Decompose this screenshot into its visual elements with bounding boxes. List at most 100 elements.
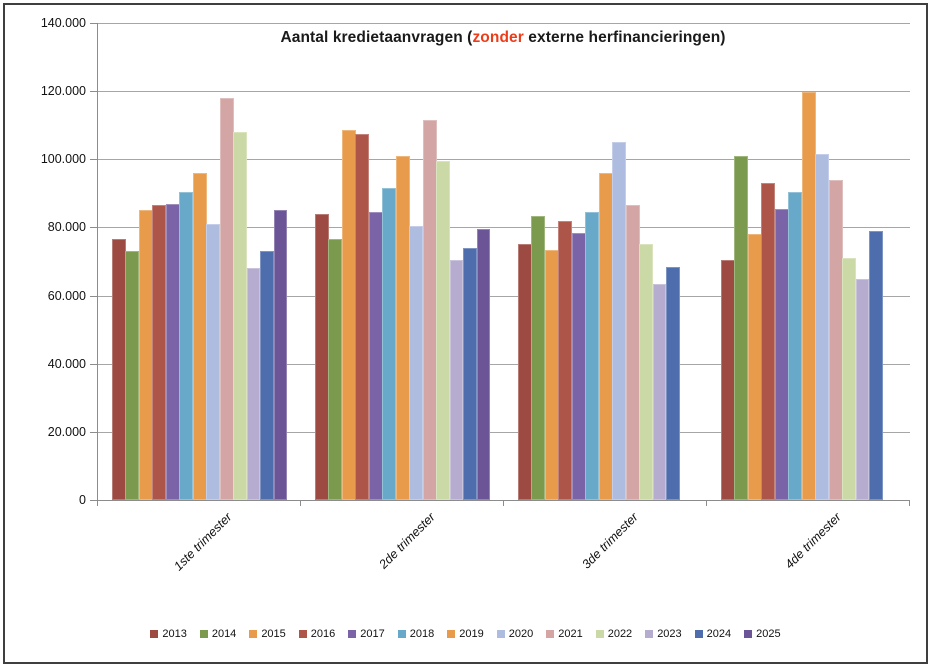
bar-2022-3de-trimester (639, 244, 653, 500)
gridline-20.000 (98, 431, 910, 433)
chart-title-suffix: externe herfinancieringen) (523, 29, 726, 46)
bar-2015-1ste-trimester (138, 210, 153, 500)
x-axis-tick (706, 501, 707, 506)
bar-2015-4de-trimester (747, 234, 762, 500)
gridline-60.000 (98, 295, 910, 297)
bar-2014-3de-trimester (531, 215, 546, 500)
bar-2021-4de-trimester (828, 179, 843, 500)
bar-2017-4de-trimester (774, 208, 789, 500)
bar-2014-4de-trimester (734, 155, 749, 500)
bar-2017-2de-trimester (368, 212, 383, 500)
bar-2018-2de-trimester (382, 188, 397, 500)
legend-swatch-2021 (546, 630, 555, 638)
bar-2020-1ste-trimester (206, 224, 221, 500)
y-axis-tick (90, 227, 97, 229)
bar-2018-4de-trimester (788, 191, 803, 500)
bar-2016-4de-trimester (761, 183, 776, 500)
bar-2014-2de-trimester (328, 239, 343, 500)
y-axis-tick (90, 23, 97, 24)
legend-swatch-2018 (397, 630, 406, 638)
y-axis-tick (90, 431, 97, 433)
legend-item-2024: 2024 (694, 628, 732, 640)
y-axis-label: 20.000 (47, 424, 86, 439)
legend-label: 2022 (607, 628, 633, 640)
bar-2017-3de-trimester (571, 232, 586, 500)
bar-2023-4de-trimester (855, 278, 870, 500)
bar-2013-4de-trimester (721, 259, 735, 500)
y-axis-tick (90, 363, 97, 365)
x-axis-label-2de-trimester: 2de trimester (375, 510, 438, 572)
bar-2023-1ste-trimester (246, 268, 261, 500)
bar-2017-1ste-trimester (165, 203, 180, 500)
y-axis-tick (90, 500, 97, 501)
bar-2020-3de-trimester (612, 142, 627, 500)
bar-2019-1ste-trimester (192, 172, 207, 500)
bar-2024-1ste-trimester (260, 251, 274, 500)
legend-item-2019: 2019 (447, 628, 484, 640)
legend-swatch-2023 (645, 630, 654, 638)
bar-2024-2de-trimester (463, 247, 477, 500)
gridline-100.000 (98, 159, 910, 161)
legend-swatch-2016 (298, 630, 307, 638)
bar-2018-3de-trimester (585, 212, 600, 500)
x-axis-label-1ste-trimester: 1ste trimester (170, 510, 235, 574)
legend-item-2025: 2025 (744, 628, 781, 640)
legend-item-2017: 2017 (348, 628, 385, 640)
x-axis-label-3de-trimester: 3de trimester (578, 510, 641, 572)
bar-2015-3de-trimester (544, 249, 559, 500)
bar-2016-3de-trimester (558, 220, 573, 500)
bar-2015-2de-trimester (341, 130, 356, 500)
bar-2014-1ste-trimester (125, 251, 140, 500)
legend-label: 2023 (657, 628, 682, 640)
bar-2019-2de-trimester (395, 155, 410, 500)
bar-2024-4de-trimester (869, 230, 883, 500)
legend-label: 2024 (706, 628, 732, 640)
legend-swatch-2024 (694, 630, 703, 638)
bar-2023-3de-trimester (652, 283, 667, 500)
x-axis-tick (909, 501, 910, 506)
legend-label: 2016 (310, 628, 336, 640)
legend-item-2021: 2021 (546, 628, 583, 640)
y-axis-label: 140.000 (40, 16, 86, 30)
bar-2022-2de-trimester (436, 161, 450, 500)
bar-2025-2de-trimester (476, 229, 491, 500)
x-axis-tick (503, 501, 504, 506)
legend-item-2013: 2013 (150, 628, 187, 640)
bar-2022-1ste-trimester (233, 132, 247, 500)
legend-label: 2018 (409, 628, 435, 640)
gridline-80.000 (98, 227, 910, 229)
y-axis-label: 80.000 (47, 220, 86, 235)
bar-2016-1ste-trimester (152, 205, 167, 500)
legend-swatch-2015 (249, 630, 258, 638)
bar-2013-2de-trimester (315, 213, 329, 500)
legend-label: 2017 (360, 628, 385, 640)
bar-2020-2de-trimester (409, 225, 424, 500)
y-axis-label: 100.000 (40, 152, 86, 167)
gridline-120.000 (98, 91, 910, 93)
legend-label: 2013 (162, 628, 187, 640)
bar-2019-4de-trimester (801, 91, 816, 500)
legend-swatch-2017 (348, 630, 357, 638)
y-axis-tick (90, 159, 97, 161)
bar-2018-1ste-trimester (179, 191, 194, 500)
bar-2016-2de-trimester (355, 133, 370, 500)
x-axis-label-4de-trimester: 4de trimester (781, 510, 844, 572)
bar-2024-3de-trimester (666, 266, 680, 500)
chart-title-prefix: Aantal kredietaanvragen ( (280, 29, 473, 46)
legend-label: 2019 (459, 628, 484, 640)
legend-swatch-2014 (199, 630, 208, 638)
y-axis-label: 0 (79, 493, 86, 507)
legend-label: 2014 (211, 628, 237, 640)
bar-2023-2de-trimester (449, 259, 464, 500)
legend-item-2022: 2022 (595, 628, 633, 640)
x-axis-tick (300, 501, 301, 506)
bar-2013-3de-trimester (518, 244, 532, 500)
legend-swatch-2020 (496, 630, 505, 638)
bar-2019-3de-trimester (598, 172, 613, 500)
bar-2013-1ste-trimester (112, 239, 126, 500)
y-axis-label: 120.000 (40, 84, 86, 99)
legend-item-2015: 2015 (249, 628, 286, 640)
y-axis-label: 40.000 (47, 356, 86, 371)
legend-label: 2025 (756, 628, 781, 640)
